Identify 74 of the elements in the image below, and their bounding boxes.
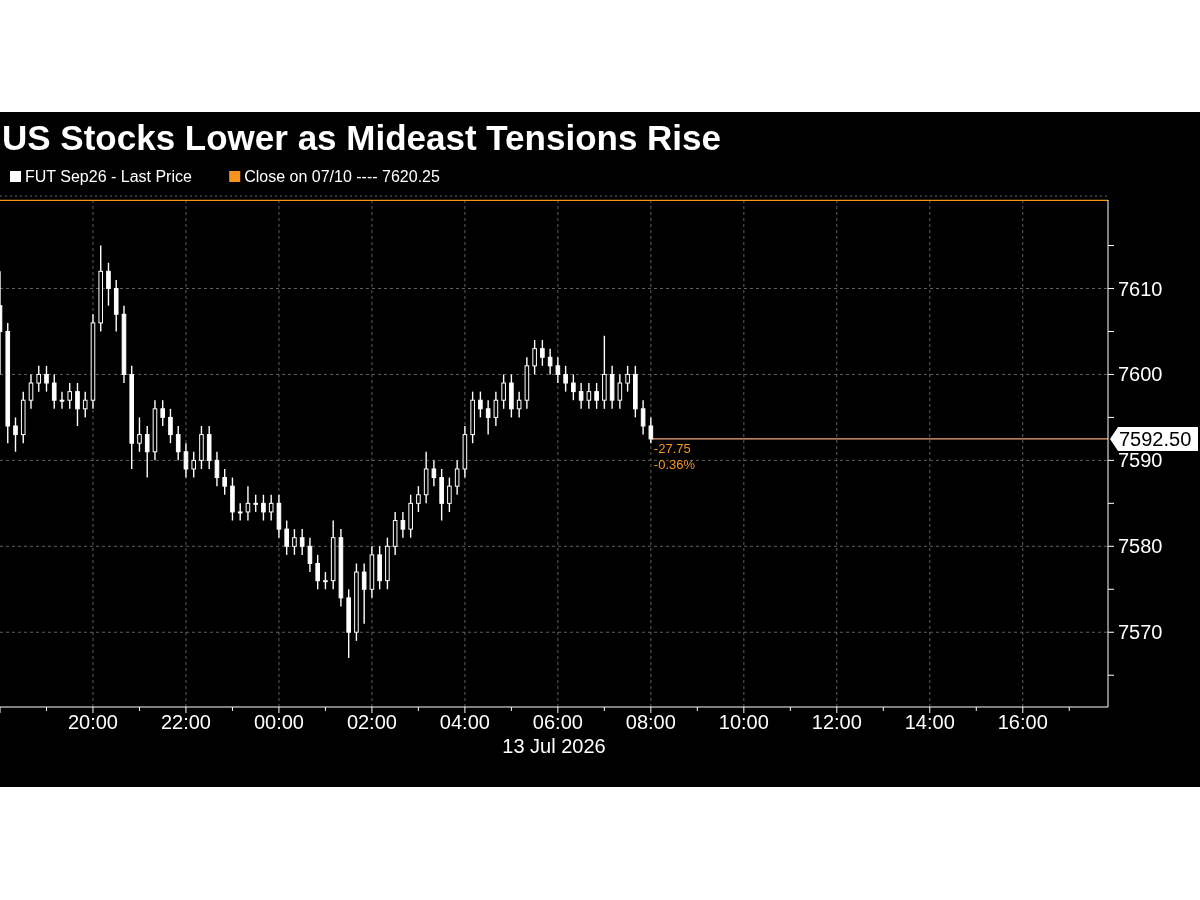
x-tick-label: 02:00	[346, 711, 397, 733]
candlestick	[191, 451, 197, 479]
candlestick	[540, 339, 545, 367]
candlestick	[648, 416, 654, 444]
candlestick	[640, 399, 646, 436]
candlestick	[268, 494, 274, 522]
candlestick	[51, 373, 57, 410]
x-tick-label: 16:00	[997, 711, 1048, 733]
candlestick	[36, 365, 42, 393]
candlestick	[485, 399, 491, 436]
candlestick	[532, 339, 537, 376]
candlestick	[28, 373, 34, 410]
chart-title: US Stocks Lower as Mideast Tensions Rise	[2, 118, 722, 157]
annotation: -0.36%	[653, 456, 696, 472]
candlestick	[625, 365, 630, 393]
candlestick	[555, 356, 561, 384]
ref-line-label: 7592.50	[1119, 427, 1192, 450]
x-tick-label: 20:00	[67, 711, 119, 733]
y-tick-label: 7580	[1118, 535, 1163, 558]
x-tick-label: 08:00	[625, 711, 676, 733]
candlestick	[137, 416, 142, 453]
x-tick-label: 12:00	[811, 711, 862, 733]
candlestick	[516, 390, 522, 419]
x-axis-title: 13 Jul 2026	[502, 735, 606, 757]
candlestick	[183, 442, 189, 479]
candlestick	[501, 373, 506, 410]
candlestick	[454, 459, 460, 496]
x-tick-label: 14:00	[904, 711, 955, 733]
candlestick	[361, 562, 367, 625]
candlestick	[594, 382, 599, 410]
candlestick	[261, 494, 266, 522]
y-tick-label: 7600	[1118, 363, 1163, 386]
candlestick	[571, 373, 576, 401]
candlestick	[160, 399, 166, 427]
candlestick	[284, 519, 289, 556]
candlestick	[431, 459, 437, 487]
y-tick-label: 7570	[1118, 621, 1163, 644]
candlestick	[59, 390, 65, 410]
candlestick	[400, 511, 406, 539]
y-tick-label: 7610	[1118, 277, 1163, 300]
x-tick-label: 06:00	[532, 711, 583, 733]
candlestick	[578, 382, 584, 410]
candlestick	[75, 382, 80, 427]
candlestick	[222, 468, 227, 496]
candlestick	[237, 502, 243, 522]
candlestick	[168, 408, 173, 444]
candlestick	[67, 382, 73, 410]
candlestick	[416, 485, 421, 513]
annotation: -27.75	[653, 440, 691, 456]
candlestick	[106, 262, 111, 307]
x-tick-label: 04:00	[439, 711, 490, 733]
x-tick-label: 22:00	[160, 711, 211, 733]
candlestick	[447, 476, 452, 513]
candlestick	[493, 390, 499, 427]
candlestick	[245, 485, 251, 522]
candlestick	[13, 416, 18, 453]
candlestick	[82, 390, 88, 419]
x-tick-label: 10:00	[718, 711, 769, 733]
candlestick	[315, 554, 320, 590]
legend-label: Close on 07/10 ---- 7620.25	[244, 168, 440, 185]
y-tick-label: 7590	[1118, 449, 1163, 472]
candlestick	[478, 390, 483, 419]
candlestick	[144, 425, 150, 479]
candlestick	[563, 365, 568, 393]
candlestick	[299, 528, 305, 556]
candlestick	[292, 528, 297, 556]
legend-label: FUT Sep26 - Last Price	[25, 168, 192, 185]
candlestick	[175, 425, 181, 462]
candlestick	[44, 365, 49, 393]
x-tick-label: 00:00	[253, 711, 304, 733]
candlestick	[586, 382, 592, 410]
candlestick	[547, 347, 553, 376]
candlestick	[307, 537, 313, 573]
candlestick	[617, 373, 623, 410]
